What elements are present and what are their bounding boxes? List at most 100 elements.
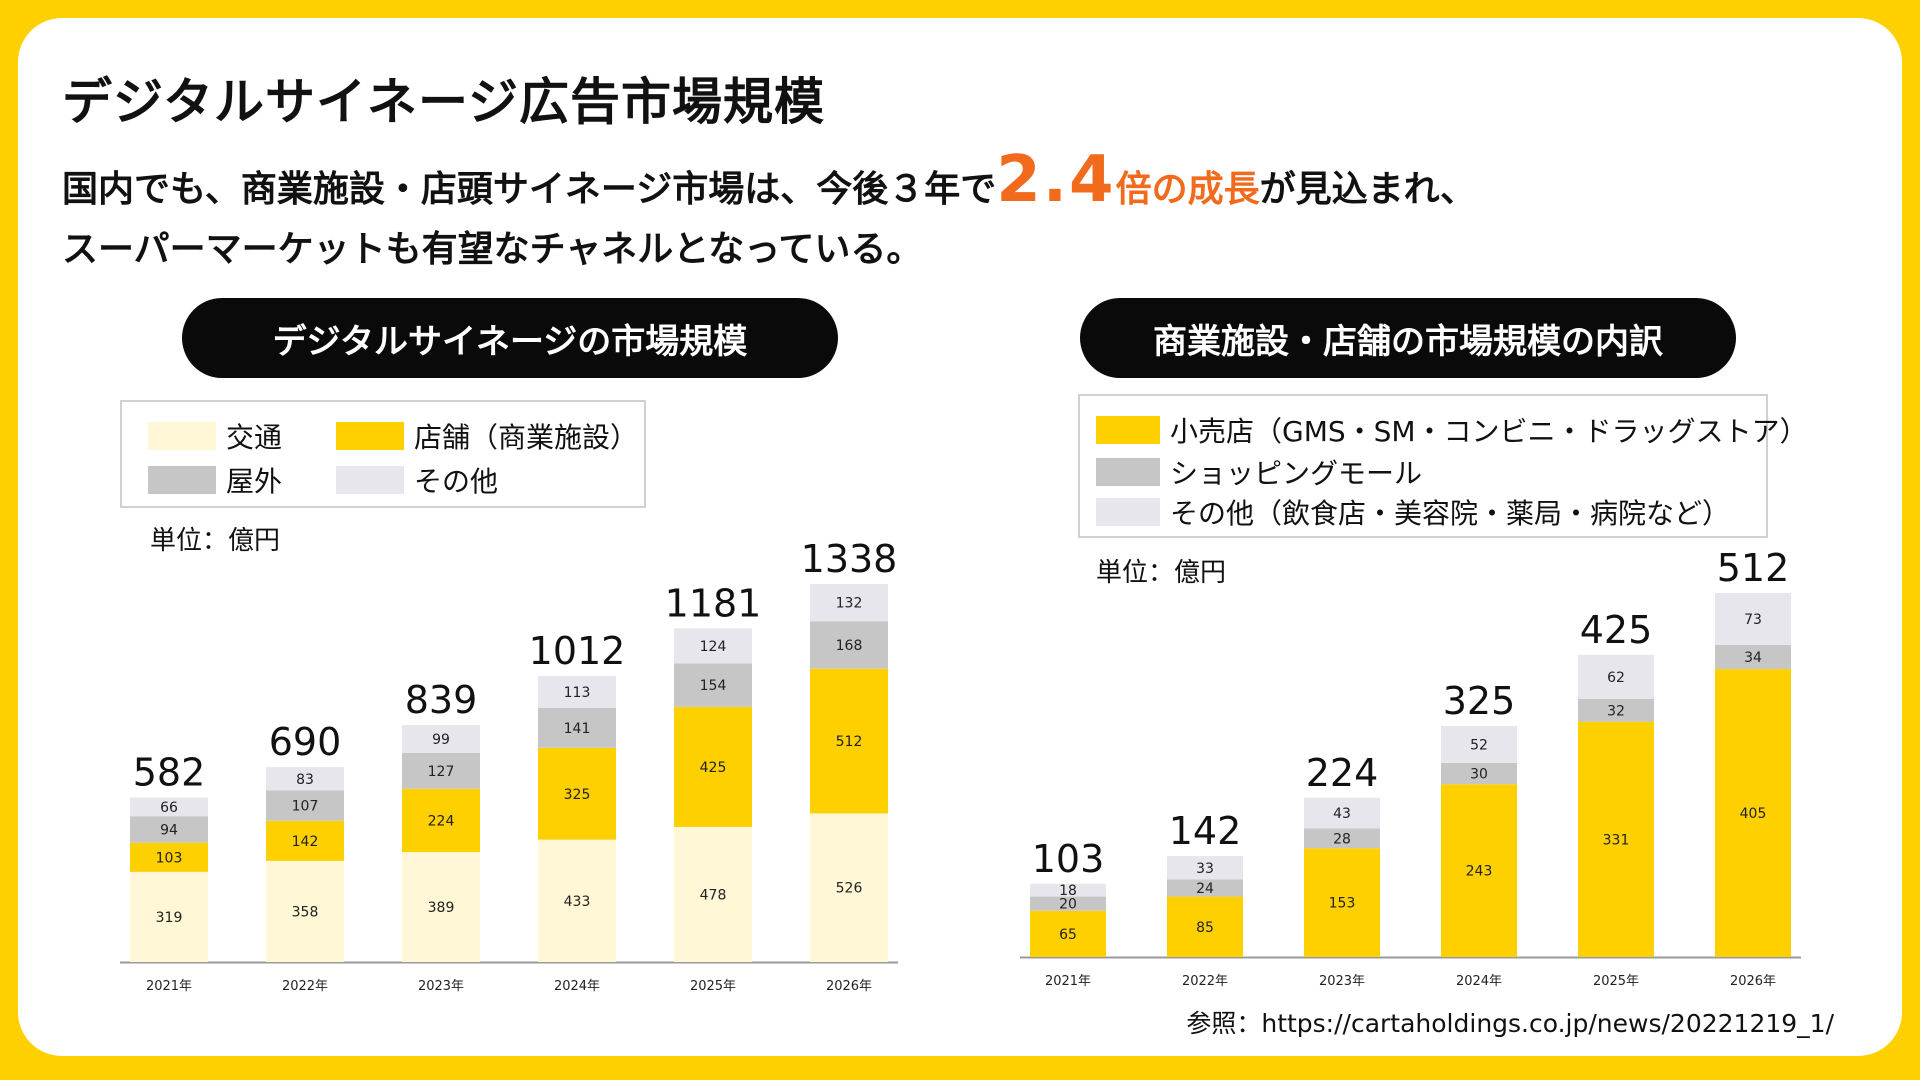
- x-tick-label: 2026年: [826, 979, 872, 994]
- bar-value-label: 24: [1196, 881, 1214, 897]
- bar-value-label: 526: [836, 881, 863, 897]
- legend-swatch: [148, 466, 216, 494]
- bar-segment: [1167, 856, 1243, 880]
- bar-segment: [1030, 896, 1106, 911]
- bar-value-label: 319: [156, 910, 183, 926]
- bar-value-label: 107: [292, 799, 319, 815]
- x-tick-label: 2024年: [1456, 974, 1502, 989]
- bar-segment: [538, 747, 616, 840]
- bar-value-label: 66: [160, 800, 178, 816]
- bar-value-label: 168: [836, 638, 863, 654]
- bar-value-label: 85: [1196, 920, 1214, 936]
- legend-label: その他: [414, 465, 499, 498]
- x-tick-label: 2024年: [554, 979, 600, 994]
- bar-segment: [266, 790, 344, 821]
- bar-total-label: 1181: [665, 581, 762, 625]
- legend-label: 小売店（GMS・SM・コンビニ・ドラッグストア）: [1170, 415, 1808, 448]
- bar-segment: [130, 842, 208, 872]
- bar-segment: [538, 676, 616, 709]
- bar-value-label: 325: [564, 787, 591, 803]
- bar-value-label: 433: [564, 894, 591, 910]
- bar-total-label: 224: [1306, 751, 1379, 795]
- legend-label: 交通: [226, 421, 283, 454]
- bar-segment: [130, 816, 208, 843]
- bar-segment: [1715, 669, 1791, 957]
- x-tick-label: 2023年: [418, 979, 464, 994]
- bar-segment: [1030, 910, 1106, 957]
- legend-label: 店舗（商業施設）: [414, 421, 639, 454]
- legend-swatch: [336, 466, 404, 494]
- bar-total-label: 142: [1169, 809, 1242, 853]
- bar-value-label: 32: [1607, 703, 1625, 719]
- bar-segment: [266, 820, 344, 861]
- bar-segment: [810, 621, 888, 669]
- bar-value-label: 52: [1470, 737, 1488, 753]
- bar-segment: [538, 708, 616, 748]
- bar-value-label: 18: [1059, 883, 1077, 899]
- bar-value-label: 28: [1333, 831, 1351, 847]
- reference-link[interactable]: 参照：https://cartaholdings.co.jp/news/2022…: [1186, 1009, 1834, 1038]
- bar-value-label: 478: [700, 887, 727, 903]
- bar-segment: [810, 668, 888, 814]
- x-tick-label: 2025年: [690, 979, 736, 994]
- bar-total-label: 839: [405, 678, 478, 722]
- bar-segment: [674, 706, 752, 827]
- bar-value-label: 94: [160, 823, 178, 839]
- bar-value-label: 405: [1740, 806, 1767, 822]
- bar-segment: [810, 584, 888, 622]
- bar-segment: [1578, 721, 1654, 957]
- legend-label: その他（飲食店・美容院・薬局・病院など）: [1170, 497, 1731, 530]
- right-unit-label: 単位：億円: [1096, 558, 1227, 588]
- left-legend-item-other: その他: [336, 460, 498, 500]
- left-unit-label: 単位：億円: [150, 526, 281, 556]
- bar-segment: [130, 797, 208, 817]
- left-legend-item-transport: 交通: [148, 416, 282, 456]
- bar-value-label: 124: [700, 639, 727, 655]
- bar-value-label: 113: [564, 685, 591, 701]
- left-legend-item-outdoor: 屋外: [148, 460, 282, 500]
- bar-total-label: 425: [1580, 608, 1653, 652]
- bar-value-label: 243: [1466, 864, 1493, 880]
- bar-segment: [1441, 784, 1517, 957]
- bar-total-label: 103: [1032, 837, 1105, 881]
- bar-value-label: 132: [836, 596, 863, 612]
- legend-swatch: [1096, 498, 1160, 526]
- bar-value-label: 154: [700, 678, 727, 694]
- bar-segment: [266, 767, 344, 791]
- bar-segment: [402, 788, 480, 853]
- bar-segment: [402, 752, 480, 789]
- x-tick-label: 2021年: [146, 979, 192, 994]
- bar-segment: [538, 839, 616, 962]
- bar-total-label: 1012: [529, 629, 626, 673]
- bar-segment: [810, 813, 888, 962]
- bar-segment: [1304, 848, 1380, 957]
- x-tick-label: 2022年: [1182, 974, 1228, 989]
- bar-segment: [130, 871, 208, 962]
- x-tick-label: 2021年: [1045, 974, 1091, 989]
- bar-value-label: 224: [428, 813, 455, 829]
- bar-value-label: 62: [1607, 670, 1625, 686]
- bar-segment: [1167, 879, 1243, 897]
- right-legend: 小売店（GMS・SM・コンビニ・ドラッグストア） ショッピングモール その他（飲…: [1078, 394, 1808, 538]
- lead-line-1: 国内でも、商業施設・店頭サイネージ市場は、今後３年で2.4倍の成長が見込まれ、: [62, 148, 1812, 220]
- left-legend: 交通 店舗（商業施設） 屋外 その他: [120, 400, 646, 508]
- legend-swatch: [1096, 416, 1160, 444]
- lead-line-2: スーパーマーケットも有望なチャネルとなっている。: [62, 229, 923, 270]
- bar-value-label: 512: [836, 734, 863, 750]
- bar-segment: [266, 860, 344, 962]
- growth-label: 倍の成長: [1115, 169, 1260, 210]
- legend-swatch: [148, 422, 216, 450]
- bar-total-label: 512: [1717, 546, 1790, 590]
- bar-total-label: 690: [269, 720, 342, 764]
- bar-value-label: 99: [432, 732, 450, 748]
- legend-swatch: [336, 422, 404, 450]
- bar-value-label: 20: [1059, 897, 1077, 913]
- bar-segment: [1441, 725, 1517, 763]
- left-legend-item-store: 店舗（商業施設）: [336, 416, 638, 456]
- bar-value-label: 33: [1196, 861, 1214, 877]
- left-chart-title: デジタルサイネージの市場規模: [182, 298, 838, 378]
- right-chart-title: 商業施設・店舗の市場規模の内訳: [1080, 298, 1736, 378]
- x-tick-label: 2023年: [1319, 974, 1365, 989]
